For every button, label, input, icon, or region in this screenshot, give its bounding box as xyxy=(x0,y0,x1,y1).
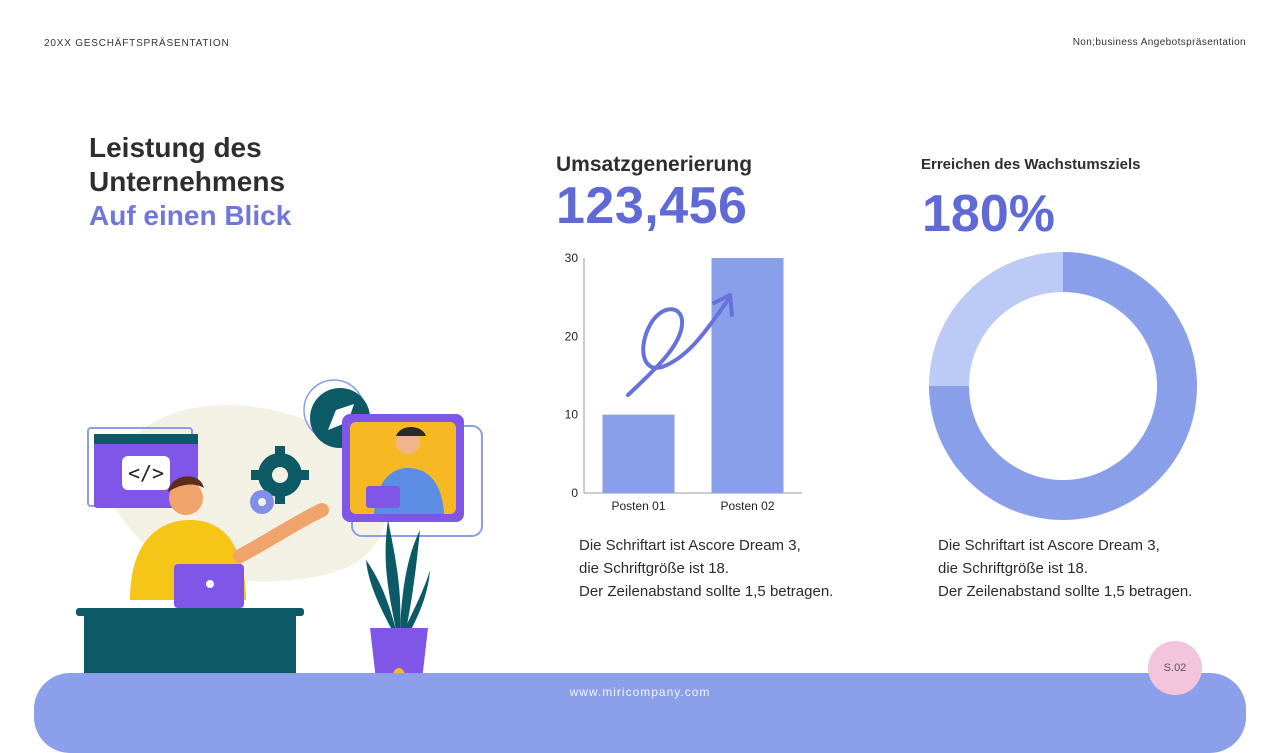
footer-url[interactable]: www.miricompany.com xyxy=(569,685,711,699)
revenue-body-line2: die Schriftgröße ist 18. xyxy=(579,560,730,577)
page-title: Leistung des Unternehmens Auf einen Blic… xyxy=(89,131,291,233)
title-accent: Auf einen Blick xyxy=(89,200,292,231)
team-illustration: </> xyxy=(76,379,483,680)
y-tick-label: 0 xyxy=(571,486,578,500)
growth-heading: Erreichen des Wachstumsziels xyxy=(921,156,1141,173)
growth-value: 180% xyxy=(922,185,1055,243)
title-line2: Unternehmens xyxy=(89,166,286,197)
code-window-icon: </> xyxy=(87,427,198,508)
svg-text:</>: </> xyxy=(128,461,164,485)
x-tick-label: Posten 02 xyxy=(720,499,774,513)
header-left: 20XX GESCHÄFTSPRÄSENTATION xyxy=(44,38,230,49)
revenue-bar-chart: 0 10 20 30 Posten 01 Posten 02 xyxy=(565,251,802,513)
growth-body-line1: Die Schriftart ist Ascore Dream 3, xyxy=(938,537,1160,554)
growth-body-line2: die Schriftgröße ist 18. xyxy=(938,560,1089,577)
growth-body-line3: Der Zeilenabstand sollte 1,5 betragen. xyxy=(938,583,1193,600)
arrow-head-icon xyxy=(712,293,734,317)
growth-donut-chart xyxy=(929,252,1197,520)
y-tick-label: 30 xyxy=(565,251,579,265)
revenue-body: Die Schriftart ist Ascore Dream 3, die S… xyxy=(579,534,833,603)
growth-arrow-icon xyxy=(626,298,730,397)
growth-body: Die Schriftart ist Ascore Dream 3, die S… xyxy=(938,534,1192,603)
gear-icon xyxy=(250,446,309,514)
header-right: Non;business Angebotspräsentation xyxy=(1072,37,1246,48)
y-tick-label: 10 xyxy=(565,408,579,422)
bar-2 xyxy=(711,258,784,493)
revenue-body-line1: Die Schriftart ist Ascore Dream 3, xyxy=(579,537,801,554)
revenue-value: 123,456 xyxy=(556,177,748,235)
x-tick-label: Posten 01 xyxy=(611,499,665,513)
donut-slice-1 xyxy=(929,252,1197,520)
donut-slice-2 xyxy=(929,252,1063,386)
bar-1 xyxy=(602,414,675,493)
page-number-badge: S.02 xyxy=(1148,641,1202,695)
title-line1: Leistung des xyxy=(89,132,262,163)
revenue-body-line3: Der Zeilenabstand sollte 1,5 betragen. xyxy=(579,583,834,600)
revenue-heading: Umsatzgenerierung xyxy=(556,153,753,176)
y-tick-label: 20 xyxy=(565,329,579,343)
